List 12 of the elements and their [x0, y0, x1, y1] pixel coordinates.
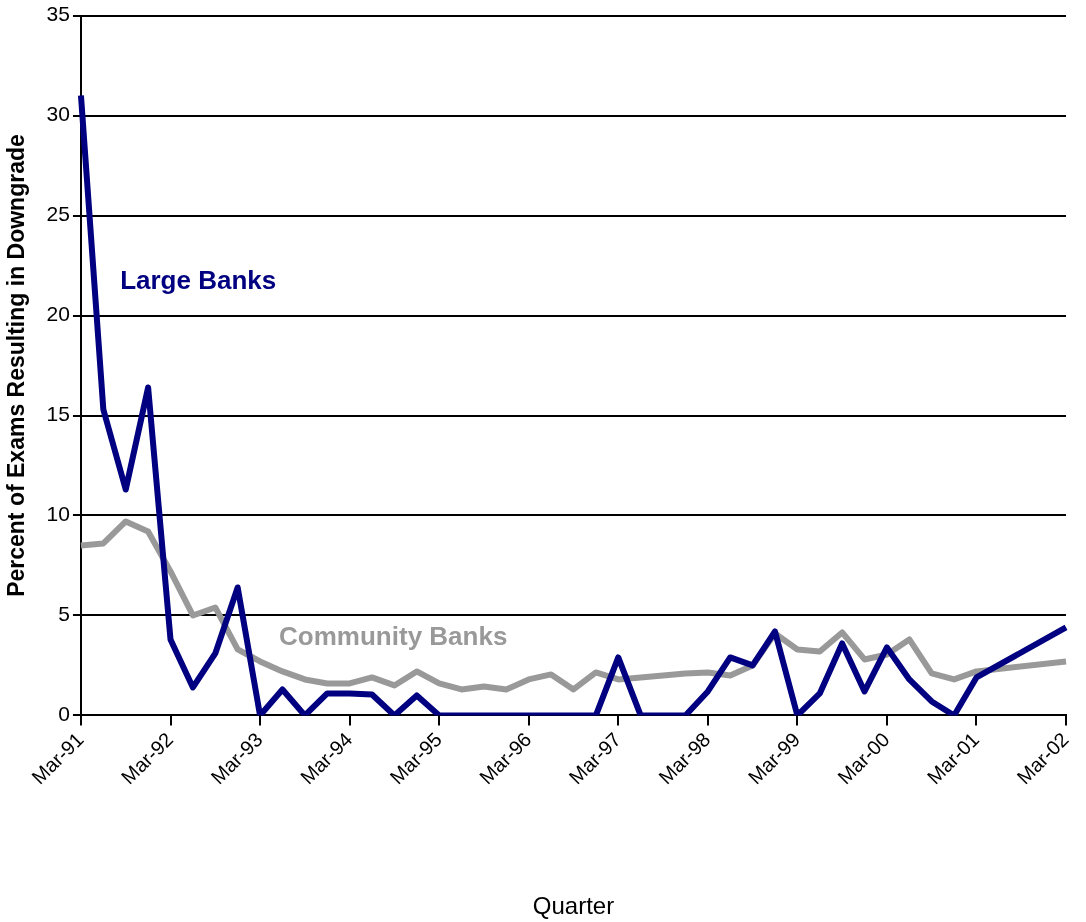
series-label: Large Banks: [120, 264, 277, 295]
y-tick-label: 25: [46, 202, 70, 226]
y-tick-label: 30: [46, 102, 70, 126]
y-axis-title: Percent of Exams Resulting in Downgrade: [3, 134, 30, 597]
y-tick-label: 20: [46, 302, 70, 326]
y-tick-label: 5: [58, 602, 70, 626]
series-label: Community Banks: [279, 620, 508, 651]
y-tick-label: 0: [58, 702, 70, 726]
y-tick-label: 15: [46, 402, 70, 426]
y-tick-label: 35: [46, 2, 70, 26]
y-tick-label: 10: [46, 502, 70, 526]
x-axis-title: Quarter: [532, 892, 615, 920]
